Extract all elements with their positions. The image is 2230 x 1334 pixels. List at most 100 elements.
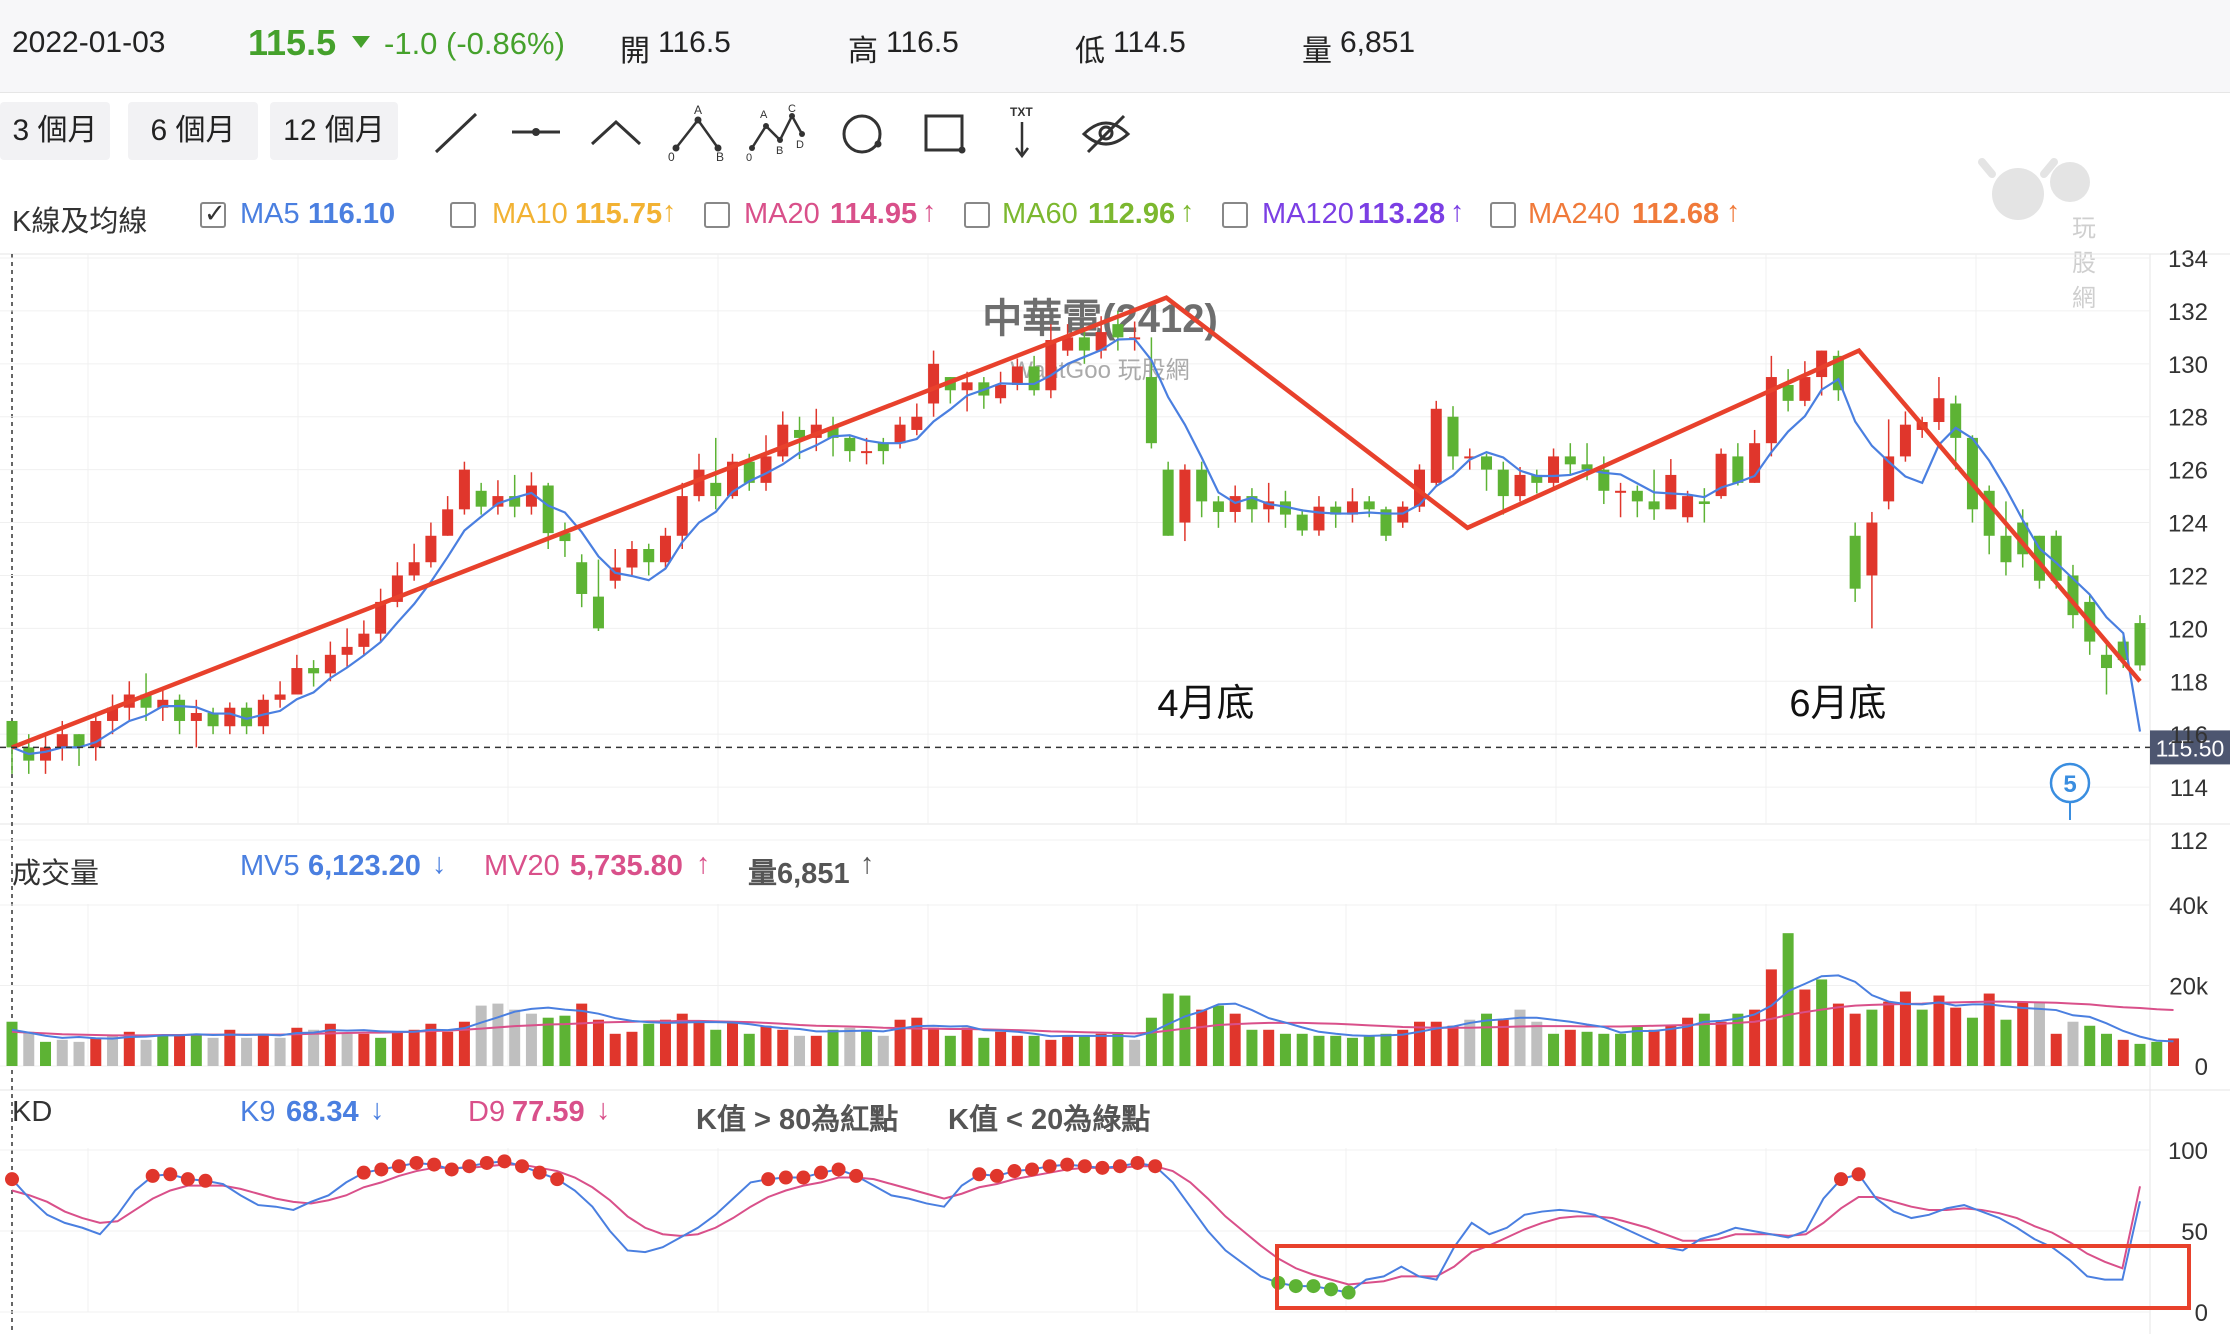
candle-body — [609, 567, 621, 581]
d9-name: D9 — [468, 1096, 506, 1128]
volume-bar — [609, 1033, 621, 1066]
abcd-pattern-tool-icon[interactable]: A C 0 B D — [746, 104, 806, 162]
ma240-name: MA240 — [1528, 198, 1620, 230]
volume-bar — [1916, 1009, 1928, 1066]
kd-red-dot — [427, 1157, 442, 1172]
candle-body — [207, 713, 219, 727]
volume-bar — [56, 1039, 68, 1066]
candle-body — [1899, 424, 1911, 457]
ma240-checkbox[interactable] — [1490, 202, 1516, 228]
ma20-arrow: ↑ — [922, 196, 937, 228]
candle-body — [576, 562, 588, 594]
mv5-name: MV5 — [240, 850, 300, 882]
current-price-tag — [2150, 730, 2230, 765]
ma60-checkbox[interactable] — [964, 202, 990, 228]
volume-bar — [1715, 1021, 1727, 1066]
volume-bar — [257, 1033, 269, 1066]
volume-bar — [1581, 1031, 1593, 1066]
kd-red-dot — [497, 1154, 512, 1169]
circle-tool-icon[interactable] — [832, 104, 892, 162]
candle-body — [1749, 443, 1761, 483]
d9-value: 77.59 — [512, 1096, 585, 1128]
period-6m-button[interactable]: 6 個月 — [128, 102, 258, 160]
volume-bar — [2117, 1039, 2129, 1066]
volume-bar — [1665, 1025, 1677, 1066]
kline-legend-title: K線及均線 — [12, 206, 148, 238]
candle-body — [308, 668, 320, 674]
period-3m-button[interactable]: 3 個月 — [0, 102, 110, 160]
kd-red-dot — [849, 1168, 864, 1183]
ma5-checkbox[interactable] — [200, 198, 226, 229]
kd-red-dot — [796, 1170, 811, 1185]
june-label: 6月底 — [1789, 683, 1886, 725]
volume-bar — [358, 1033, 370, 1066]
kd-green-dot — [1324, 1282, 1339, 1297]
candle-body — [224, 707, 236, 727]
candle-body — [190, 713, 202, 721]
event-marker[interactable]: 5 — [2049, 762, 2091, 820]
volume-bar — [1045, 1039, 1057, 1066]
kd-red-dot — [1060, 1157, 1075, 1172]
volume-bar — [6, 1021, 18, 1066]
ma120-value: 113.28 — [1358, 198, 1446, 230]
candle-body — [157, 699, 169, 708]
ma240-arrow: ↑ — [1726, 196, 1741, 228]
horizontal-line-tool-icon[interactable] — [506, 104, 566, 162]
volume-bar — [676, 1013, 688, 1066]
abc-pattern-tool-icon[interactable]: A 0 B — [666, 104, 726, 162]
candle-body — [324, 654, 336, 674]
candle-body — [291, 668, 303, 695]
high-label: 高 — [848, 35, 878, 68]
hide-drawings-icon[interactable] — [1076, 104, 1136, 162]
candle-body — [2017, 522, 2029, 555]
candle-body — [425, 535, 437, 563]
abcd-label-d: D — [796, 139, 804, 151]
text-tool-icon[interactable]: TXT — [994, 104, 1054, 162]
open-label: 開 — [620, 35, 650, 68]
candle-body — [56, 734, 68, 748]
volume-bar — [1481, 1013, 1493, 1066]
candle-body — [1363, 501, 1375, 510]
ma20-checkbox[interactable] — [704, 202, 730, 228]
rectangle-tool-icon[interactable] — [914, 104, 974, 162]
april-label: 4月底 — [1157, 683, 1254, 725]
volume-bar — [1062, 1035, 1074, 1066]
volume-bar — [877, 1035, 889, 1066]
volume-legend-value: 量6,851 — [748, 858, 850, 890]
price-tick-label: 130 — [2168, 352, 2208, 379]
volume-bar — [827, 1029, 839, 1066]
ma5-series-line — [11, 337, 2142, 756]
volume-bar — [1028, 1035, 1040, 1066]
candle-body — [1715, 453, 1727, 497]
candle-body — [1950, 403, 1962, 438]
candle-body — [928, 363, 940, 404]
candle-body — [2000, 535, 2012, 563]
ma10-checkbox[interactable] — [450, 202, 476, 228]
candle-body — [542, 485, 554, 534]
volume-bar — [576, 1003, 588, 1066]
trend-lines — [11, 295, 2142, 750]
angle-tool-icon[interactable] — [586, 104, 646, 162]
kd-red-dot — [1112, 1159, 1127, 1174]
price-tick-label: 120 — [2168, 616, 2208, 643]
volume-bar — [1883, 1001, 1895, 1066]
ma120-checkbox[interactable] — [1222, 202, 1248, 228]
volume-bar — [743, 1033, 755, 1066]
candle-body — [743, 461, 755, 483]
price-tick-label: 118 — [2170, 669, 2208, 696]
k9-value: 68.34 — [286, 1096, 359, 1128]
volume-bar — [2084, 1025, 2096, 1066]
volume-bar — [509, 1009, 521, 1066]
volume-tick-label: 40k — [2169, 893, 2209, 920]
line-tool-icon[interactable] — [426, 104, 486, 162]
candle-body — [911, 416, 923, 430]
candle-body — [1799, 377, 1811, 401]
ma10-arrow: ↑ — [662, 196, 677, 228]
candle-body — [1112, 324, 1124, 338]
volume-bar — [1598, 1033, 1610, 1066]
candle-body — [777, 424, 789, 457]
volume-bar — [1648, 1029, 1660, 1066]
period-12m-button[interactable]: 12 個月 — [270, 102, 398, 160]
volume-bar — [341, 1033, 353, 1066]
